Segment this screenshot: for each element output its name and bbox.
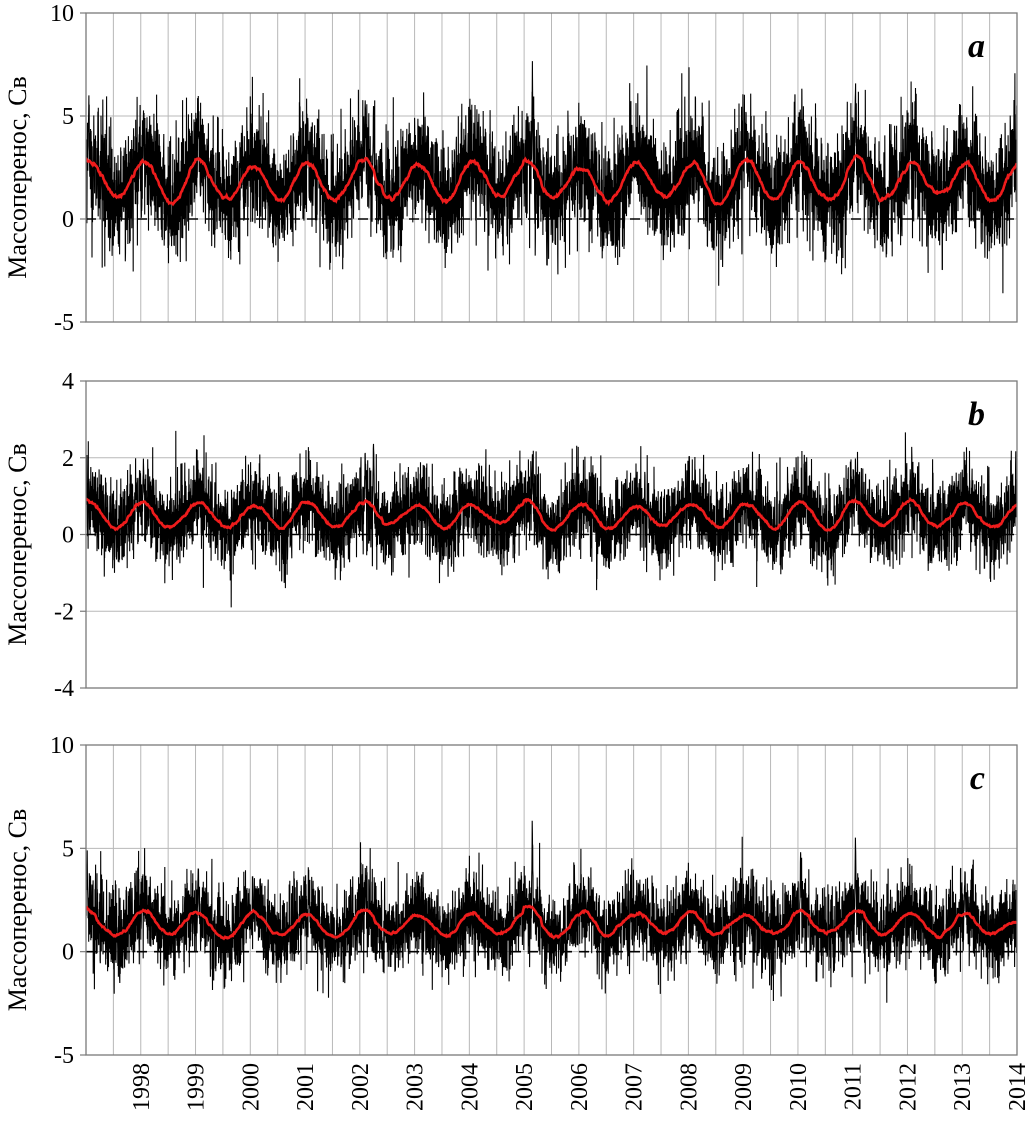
x-tick-label: 2004 xyxy=(457,1063,483,1111)
panel-c: -5 0 5 10 Массоперенос, Св c xyxy=(3,733,1018,1069)
y-tick-label: 0 xyxy=(62,940,74,966)
y-tick-label: 10 xyxy=(50,1,74,27)
x-tick-label: 2001 xyxy=(293,1063,319,1111)
y-tick-label: 0 xyxy=(62,523,74,549)
y-tick-label: 2 xyxy=(62,446,74,472)
x-tick-label: 2007 xyxy=(622,1063,648,1111)
x-tick-label: 1998 xyxy=(129,1063,155,1111)
plot-frame xyxy=(85,12,1018,323)
y-tick-label: 5 xyxy=(62,836,74,862)
series-group xyxy=(86,61,1017,294)
y-tick-label: 4 xyxy=(62,369,74,395)
panel-a: -5 0 5 10 Массоперенос, Св a xyxy=(3,1,1018,336)
panel-label: c xyxy=(970,760,985,797)
series-line-smoothed xyxy=(86,904,1017,941)
series-group xyxy=(86,430,1017,608)
y-axis-label: Массоперенос, Св xyxy=(3,443,32,645)
x-tick-label: 2010 xyxy=(786,1063,812,1111)
panel-b: -4 -2 0 2 4 Массоперенос, Св b xyxy=(3,369,1018,702)
y-tick-label: 10 xyxy=(50,733,74,759)
panel-label: b xyxy=(968,396,985,433)
x-tick-label: 2009 xyxy=(731,1063,757,1111)
series-line-daily xyxy=(86,430,1017,608)
x-tick-label: 2000 xyxy=(238,1063,264,1111)
x-tick-label: 2006 xyxy=(567,1063,593,1111)
x-tick-label: 2012 xyxy=(895,1063,921,1111)
x-tick-label: 1999 xyxy=(184,1063,210,1111)
y-tick-label: 5 xyxy=(62,104,74,130)
x-axis-year-labels: 1998 1999 2000 2001 2002 2003 2004 2005 2006 2007… xyxy=(129,1063,1031,1111)
y-tick-label: -5 xyxy=(54,310,74,336)
x-tick-label: 2013 xyxy=(950,1063,976,1111)
y-axis-label: Массоперенос, Св xyxy=(3,76,32,278)
series-group xyxy=(86,820,1017,1003)
panel-label: a xyxy=(968,28,985,65)
series-line-daily xyxy=(86,61,1017,294)
series-line-smoothed xyxy=(86,153,1017,207)
x-tick-label: 2008 xyxy=(676,1063,702,1111)
x-tick-label: 2002 xyxy=(348,1063,374,1111)
x-tick-label: 2003 xyxy=(403,1063,429,1111)
y-axis-label: Массоперенос, Св xyxy=(3,809,32,1011)
y-tick-label: -2 xyxy=(54,599,74,625)
plot-frame xyxy=(85,744,1018,1056)
y-tick-label: 0 xyxy=(62,207,74,233)
x-tick-label: 2014 xyxy=(1005,1063,1031,1111)
y-tick-label: -5 xyxy=(54,1043,74,1069)
series-line-smoothed xyxy=(86,496,1017,532)
x-tick-label: 2011 xyxy=(841,1063,867,1110)
y-tick-label: -4 xyxy=(54,676,74,702)
x-tick-label: 2005 xyxy=(512,1063,538,1111)
